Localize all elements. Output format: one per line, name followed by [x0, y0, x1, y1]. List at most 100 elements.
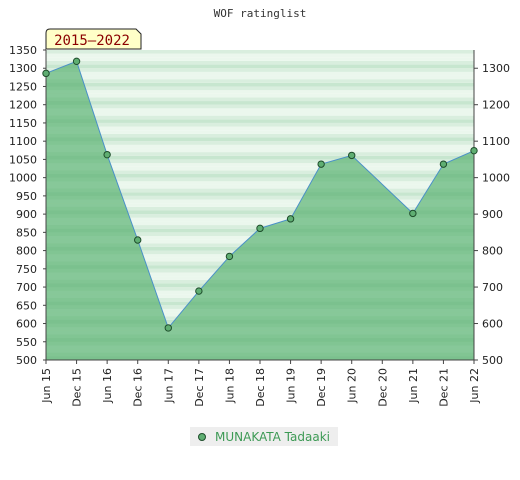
background-band: [46, 133, 474, 138]
area-band: [46, 330, 474, 335]
x-tick-label: Dec 18: [254, 368, 267, 407]
data-point: [134, 236, 142, 244]
data-point: [225, 252, 234, 261]
area-band: [46, 287, 474, 291]
right-tick-label: 1200: [482, 99, 510, 112]
x-tick-label: Dec 16: [132, 368, 145, 407]
x-axis-ticks: Jun 15 Dec 15 Jun 16 Dec 16 Jun 17 Dec 17 Jun …: [40, 360, 481, 407]
x-tick-label: Jun 20: [346, 368, 359, 404]
area-band: [46, 265, 474, 269]
x-tick-label: Jun 18: [223, 368, 236, 404]
background-band: [46, 184, 474, 189]
area-band: [46, 246, 474, 251]
area-band: [46, 298, 474, 302]
area-band: [46, 356, 474, 360]
background-band: [46, 155, 474, 160]
right-tick-label: 1000: [482, 172, 510, 185]
left-tick-label: 1150: [9, 117, 37, 130]
right-tick-label: 1100: [482, 135, 510, 148]
background-band: [46, 115, 474, 120]
x-tick-label: Dec 17: [193, 368, 206, 407]
left-tick-label: 1050: [9, 153, 37, 166]
left-tick-label: 700: [16, 281, 37, 294]
left-tick-label: 1200: [9, 99, 37, 112]
data-point: [164, 324, 172, 332]
background-band: [46, 126, 474, 131]
right-tick-label: 500: [482, 354, 503, 367]
area-band: [46, 243, 474, 247]
background-band: [46, 119, 474, 123]
x-tick-label: Jun 19: [285, 368, 298, 404]
left-tick-label: 1250: [9, 80, 37, 93]
series-line: [45, 60, 475, 329]
background-band: [46, 112, 474, 116]
x-tick-label: Jun 21: [407, 368, 420, 404]
data-point: [409, 209, 417, 218]
background-band: [46, 210, 474, 215]
area-band: [46, 279, 474, 284]
left-tick-label: 1000: [9, 172, 37, 185]
data-point: [317, 160, 325, 168]
background-band: [46, 108, 474, 112]
area-band: [46, 261, 474, 266]
right-tick-label: 1300: [482, 62, 510, 75]
left-tick-label: 900: [16, 208, 37, 221]
area-band: [46, 345, 474, 350]
area-band: [46, 294, 474, 298]
data-point: [470, 146, 478, 155]
legend-label: MUNAKATA Tadaaki: [215, 429, 330, 444]
area-band: [46, 316, 474, 320]
data-points: [42, 57, 478, 332]
area-band: [46, 352, 474, 357]
right-tick-label: 800: [482, 245, 503, 258]
area-band: [46, 283, 474, 288]
left-tick-label: 850: [16, 226, 37, 239]
background-band: [46, 144, 474, 149]
background-band: [46, 137, 474, 142]
right-tick-label: 900: [482, 208, 503, 221]
background-band: [46, 79, 474, 83]
x-tick-label: Dec 19: [315, 368, 328, 407]
background-band: [46, 50, 474, 54]
area-band: [46, 305, 474, 309]
x-tick-label: Dec 15: [71, 368, 84, 407]
legend: MUNAKATA Tadaaki: [190, 427, 338, 446]
legend-marker-icon: [198, 432, 206, 441]
background-band: [46, 217, 474, 222]
background-band: [46, 93, 474, 98]
background-band: [46, 104, 474, 109]
data-point: [439, 160, 448, 168]
background-band: [46, 68, 474, 72]
background-band: [46, 90, 474, 94]
period-badge: 2015–2022: [45, 28, 142, 50]
background-band: [46, 188, 474, 193]
left-tick-label: 550: [16, 336, 37, 349]
background-band: [46, 60, 474, 65]
background-band: [46, 71, 474, 76]
background-band: [46, 148, 474, 153]
left-tick-label: 950: [16, 190, 37, 203]
background-band: [46, 177, 474, 182]
area-band: [46, 312, 474, 317]
background-band: [46, 206, 474, 211]
background-band: [46, 57, 474, 61]
background-band: [46, 199, 474, 204]
background-band: [46, 141, 474, 145]
area-band: [46, 319, 474, 324]
left-tick-label: 1350: [9, 44, 37, 57]
background-band: [46, 152, 474, 156]
left-tick-label: 500: [16, 354, 37, 367]
right-tick-label: 700: [482, 281, 503, 294]
x-tick-label: Jun 15: [40, 368, 53, 404]
data-point: [256, 224, 264, 233]
background-band: [46, 214, 474, 218]
background-band: [46, 64, 474, 69]
data-point: [72, 57, 81, 66]
background-band: [46, 221, 474, 226]
background-band: [46, 170, 474, 174]
background-band: [46, 174, 474, 178]
area-band: [46, 272, 474, 277]
right-axis-ticks: 500 600 700 800 900 1000 1100 1200 1300: [474, 62, 510, 367]
area-band: [46, 236, 474, 240]
area-band: [46, 276, 474, 280]
